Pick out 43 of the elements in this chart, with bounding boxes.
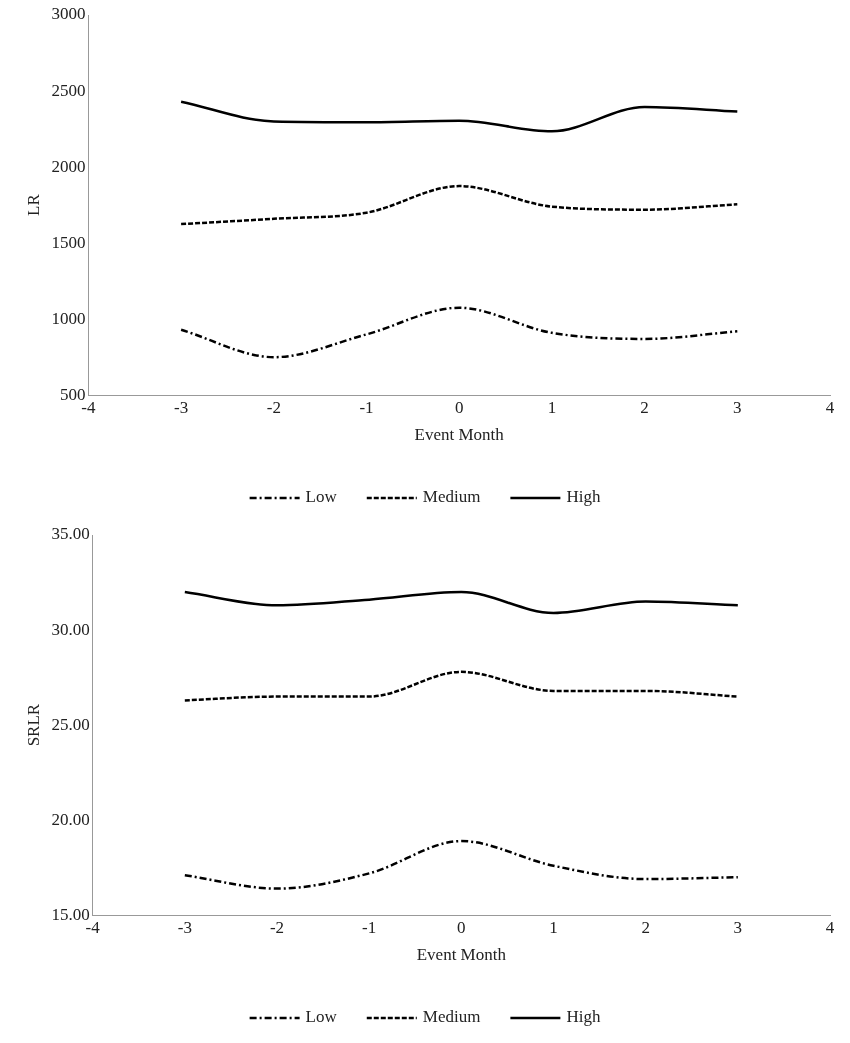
line-series: [183, 590, 740, 615]
legend-label: High: [566, 1007, 601, 1027]
legend-label: Medium: [422, 1007, 481, 1027]
x-tick-label: 3: [733, 397, 742, 417]
y-tick-label: 500: [59, 384, 86, 404]
line-series: [183, 670, 740, 702]
x-tick-label: 3: [733, 917, 743, 937]
y-tick-label: 1500: [51, 232, 86, 252]
y-tick-label: 25.00: [51, 714, 90, 734]
line-series: [183, 839, 740, 890]
legend-label: Low: [305, 1007, 338, 1027]
x-tick-label: 2: [641, 917, 650, 937]
x-tick-label: -2: [266, 397, 281, 417]
x-tick-label: 4: [825, 397, 835, 417]
y-tick-label: 30.00: [51, 619, 90, 639]
line-series: [179, 306, 739, 359]
x-tick-label: -1: [359, 397, 374, 417]
legend-label: High: [566, 487, 601, 507]
y-axis-title: LR: [23, 193, 43, 216]
x-tick-label: 0: [457, 917, 466, 937]
x-tick-label: 1: [549, 917, 558, 937]
x-tick-label: 4: [825, 917, 835, 937]
legend-label: Medium: [422, 487, 481, 507]
y-tick-label: 20.00: [51, 809, 90, 829]
y-tick-label: 2000: [51, 156, 86, 176]
y-axis-title: SRLR: [23, 703, 43, 747]
x-tick-label: 0: [454, 397, 464, 417]
x-tick-label: -3: [174, 397, 189, 417]
line-series: [179, 184, 739, 226]
line-series: [179, 100, 739, 133]
x-tick-label: 1: [547, 397, 557, 417]
legend-label: Low: [305, 487, 338, 507]
x-axis-title: Event Month: [416, 945, 507, 965]
y-tick-label: 1000: [51, 308, 86, 328]
x-axis-title: Event Month: [414, 425, 505, 445]
y-tick-label: 2500: [51, 80, 86, 100]
x-tick-label: 2: [640, 397, 649, 417]
y-tick-label: 35.00: [51, 524, 90, 544]
x-tick-label: -3: [177, 917, 192, 937]
x-tick-label: -2: [269, 917, 285, 937]
y-tick-label: 15.00: [51, 904, 90, 924]
y-tick-label: 3000: [51, 4, 86, 24]
x-tick-label: -1: [362, 917, 377, 937]
